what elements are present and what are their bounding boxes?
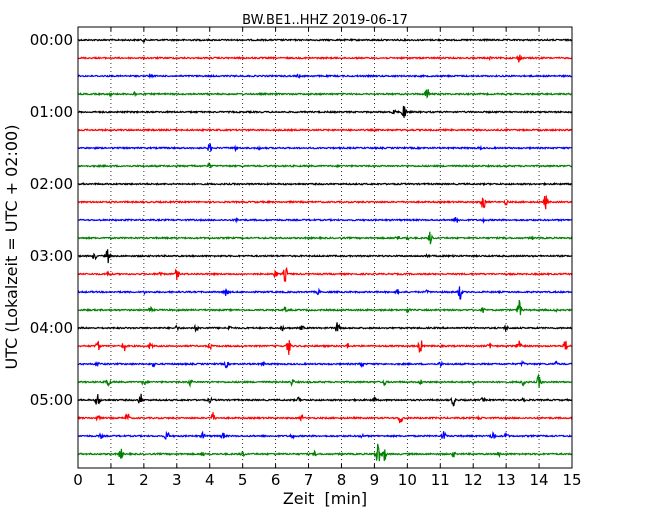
trace — [77, 249, 573, 264]
grid-lines — [110, 27, 540, 468]
trace — [77, 372, 573, 389]
y-tick-label: 05:00 — [30, 391, 73, 409]
y-axis-label: UTC (Lokalzeit = UTC + 02:00) — [2, 125, 21, 370]
trace — [77, 299, 573, 316]
plot-frame — [77, 26, 573, 469]
trace-line — [77, 54, 573, 63]
x-tick-label: 6 — [271, 471, 281, 489]
trace-line — [77, 231, 573, 245]
trace-line — [77, 322, 573, 333]
trace-line — [77, 286, 573, 300]
trace — [77, 286, 573, 300]
y-tick-label: 04:00 — [30, 319, 73, 337]
trace-line — [77, 249, 573, 264]
trace-line — [77, 181, 573, 187]
trace — [77, 181, 573, 187]
chart-title: BW.BE1..HHZ 2019-06-17 — [242, 13, 408, 28]
trace — [77, 143, 573, 153]
x-tick-label: 0 — [73, 471, 83, 489]
trace — [77, 266, 573, 283]
trace — [77, 37, 573, 44]
y-tick-label: 02:00 — [30, 175, 73, 193]
trace — [77, 89, 573, 99]
y-axis: 00:00 01:00 02:00 03:00 04:00 05:00 — [30, 31, 572, 409]
trace-line — [77, 127, 573, 133]
trace-line — [77, 105, 573, 118]
trace-line — [77, 412, 573, 424]
x-tick-label: 4 — [205, 471, 215, 489]
trace-line — [77, 37, 573, 44]
trace-line — [77, 393, 573, 407]
trace — [77, 161, 573, 169]
x-tick-label: 13 — [497, 471, 516, 489]
trace-line — [77, 161, 573, 169]
trace — [77, 127, 573, 133]
trace — [77, 412, 573, 424]
trace-line — [77, 299, 573, 316]
x-tick-label: 8 — [337, 471, 347, 489]
x-tick-label: 1 — [106, 471, 116, 489]
trace — [77, 393, 573, 407]
trace-line — [77, 72, 573, 80]
trace-line — [77, 266, 573, 283]
y-tick-label: 00:00 — [30, 31, 73, 49]
trace — [77, 105, 573, 118]
trace — [77, 54, 573, 63]
x-tick-label: 12 — [464, 471, 483, 489]
x-axis-label: Zeit [min] — [283, 489, 367, 508]
trace — [77, 430, 573, 440]
x-tick-label: 15 — [562, 471, 581, 489]
trace — [77, 359, 573, 369]
trace-line — [77, 89, 573, 99]
trace — [77, 72, 573, 80]
y-tick-label: 03:00 — [30, 247, 73, 265]
trace — [77, 231, 573, 245]
y-tick-label: 01:00 — [30, 103, 73, 121]
trace — [77, 322, 573, 333]
x-tick-label: 3 — [172, 471, 182, 489]
trace-line — [77, 359, 573, 369]
trace — [77, 340, 573, 355]
trace-line — [77, 430, 573, 440]
x-axis: 0 1 2 3 4 5 6 7 8 9 10 11 12 13 14 15 — [73, 27, 582, 489]
x-tick-label: 11 — [431, 471, 450, 489]
trace-line — [77, 195, 573, 210]
trace — [77, 195, 573, 210]
x-tick-label: 2 — [139, 471, 149, 489]
trace — [77, 216, 573, 225]
trace-line — [77, 443, 573, 462]
x-tick-label: 7 — [304, 471, 314, 489]
trace-line — [77, 216, 573, 225]
x-tick-label: 14 — [530, 471, 549, 489]
traces — [77, 37, 573, 462]
trace — [77, 443, 573, 462]
trace-line — [77, 143, 573, 153]
x-tick-label: 10 — [398, 471, 417, 489]
trace-line — [77, 372, 573, 389]
trace-line — [77, 340, 573, 355]
x-tick-label: 9 — [370, 471, 380, 489]
x-tick-label: 5 — [238, 471, 248, 489]
